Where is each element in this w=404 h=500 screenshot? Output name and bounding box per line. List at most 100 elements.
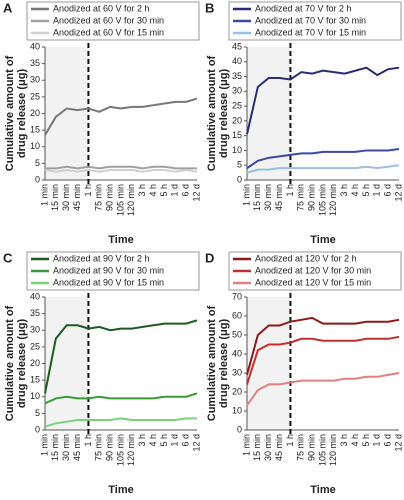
series-line: [44, 169, 198, 173]
legend-box: [26, 1, 200, 41]
x-axis-title: Time: [310, 234, 335, 246]
x-tick-label: 1 d: [170, 434, 180, 447]
x-tick-label: 75 min: [296, 184, 306, 211]
x-tick-label: 1 d: [372, 184, 382, 197]
x-tick-label: 12 d: [191, 434, 201, 452]
x-tick-label: 15 min: [252, 184, 262, 211]
x-tick-label: 120 min: [126, 434, 136, 466]
y-tick-label: 0: [35, 424, 40, 434]
x-tick-label: 15 min: [252, 434, 262, 461]
x-tick-label: 6 d: [181, 184, 191, 197]
series-line: [44, 319, 198, 394]
chart-panel: B 0 5 10 15 20 25 30 35 40 45 1 min 15 min 30 min 45 m…: [205, 0, 403, 245]
x-tick-label: 1 h: [83, 184, 93, 197]
y-axis-title: drug release (μg): [218, 69, 230, 159]
x-tick-label: 4 h: [148, 434, 158, 447]
y-tick-label: 35: [30, 308, 40, 318]
y-tick-label: 60: [232, 310, 242, 320]
x-tick-label: 105 min: [317, 434, 327, 466]
y-tick-label: 30: [232, 367, 242, 377]
y-tick-label: 20: [30, 358, 40, 368]
x-tick-label: 90 min: [307, 184, 317, 211]
y-tick-label: 35: [232, 71, 242, 81]
panel-label: D: [205, 250, 214, 265]
y-tick-label: 30: [30, 325, 40, 335]
y-tick-label: 5: [237, 160, 242, 170]
x-tick-label: 120 min: [126, 184, 136, 216]
legend-label: Anodized at 120 V for 15 min: [255, 277, 371, 287]
y-tick-label: 25: [30, 91, 40, 101]
y-axis-title: drug release (μg): [16, 69, 28, 159]
x-tick-label: 30 min: [61, 434, 71, 461]
x-tick-label: 15 min: [50, 184, 60, 211]
x-tick-label: 120 min: [328, 434, 338, 466]
x-tick-label: 45 min: [274, 434, 284, 461]
x-tick-label: 90 min: [105, 184, 115, 211]
x-tick-label: 4 h: [350, 434, 360, 447]
y-tick-label: 10: [30, 141, 40, 151]
x-tick-label: 3 h: [339, 184, 349, 197]
x-tick-label: 45 min: [72, 184, 82, 211]
x-axis-title: Time: [310, 484, 335, 496]
y-axis-title: Cumulative amount of: [206, 305, 218, 421]
x-tick-label: 75 min: [94, 434, 104, 461]
y-tick-label: 40: [30, 41, 40, 51]
x-tick-label: 12 d: [393, 434, 403, 452]
x-tick-label: 30 min: [263, 434, 273, 461]
chart-panel: A 0 5 10 15 20 25 30 35 40 1 min 15 min 30 min 45 min…: [3, 0, 201, 245]
x-tick-label: 3 h: [137, 434, 147, 447]
y-tick-label: 15: [30, 125, 40, 135]
panel-label: B: [205, 0, 214, 15]
x-tick-label: 1 d: [170, 184, 180, 197]
x-tick-label: 6 d: [181, 434, 191, 447]
y-tick-label: 10: [30, 391, 40, 401]
y-tick-label: 20: [30, 108, 40, 118]
x-tick-label: 1 min: [241, 434, 251, 456]
legend-label: Anodized at 70 V for 30 min: [255, 15, 366, 25]
series-line: [246, 335, 400, 385]
shaded-region: [45, 47, 89, 180]
x-tick-label: 12 d: [393, 184, 403, 202]
y-tick-label: 25: [30, 341, 40, 351]
x-tick-label: 5 h: [361, 434, 371, 447]
x-tick-label: 3 h: [339, 434, 349, 447]
y-axis-title: Cumulative amount of: [206, 55, 218, 171]
y-tick-label: 30: [232, 86, 242, 96]
y-axis-title: drug release (μg): [16, 319, 28, 409]
series-line: [44, 97, 198, 136]
x-tick-label: 5 h: [159, 434, 169, 447]
legend-label: Anodized at 60 V for 15 min: [53, 27, 164, 37]
x-axis-title: Time: [108, 484, 133, 496]
legend-label: Anodized at 90 V for 15 min: [53, 277, 164, 287]
legend-label: Anodized at 90 V for 2 h: [53, 253, 150, 263]
series-line: [246, 66, 400, 135]
series-line: [246, 372, 400, 406]
y-tick-label: 0: [35, 174, 40, 184]
panel-label: C: [3, 250, 13, 265]
y-tick-label: 50: [232, 329, 242, 339]
y-tick-label: 30: [30, 75, 40, 85]
x-tick-label: 4 h: [148, 184, 158, 197]
y-tick-label: 70: [232, 291, 242, 301]
x-tick-label: 30 min: [263, 184, 273, 211]
series-line: [246, 316, 400, 376]
x-tick-label: 90 min: [307, 434, 317, 461]
x-tick-label: 1 min: [39, 184, 49, 206]
x-tick-label: 1 min: [241, 184, 251, 206]
y-tick-label: 15: [232, 130, 242, 140]
y-tick-label: 15: [30, 375, 40, 385]
legend-label: Anodized at 120 V for 2 h: [255, 253, 357, 263]
x-tick-label: 12 d: [191, 184, 201, 202]
y-tick-label: 10: [232, 405, 242, 415]
series-line: [246, 147, 400, 170]
x-tick-label: 15 min: [50, 434, 60, 461]
x-tick-label: 75 min: [94, 184, 104, 211]
x-tick-label: 75 min: [296, 434, 306, 461]
x-tick-label: 5 h: [361, 184, 371, 197]
legend-box: [228, 251, 402, 291]
x-tick-label: 30 min: [61, 184, 71, 211]
legend-label: Anodized at 70 V for 15 min: [255, 27, 366, 37]
x-tick-label: 6 d: [383, 184, 393, 197]
series-line: [246, 164, 400, 174]
